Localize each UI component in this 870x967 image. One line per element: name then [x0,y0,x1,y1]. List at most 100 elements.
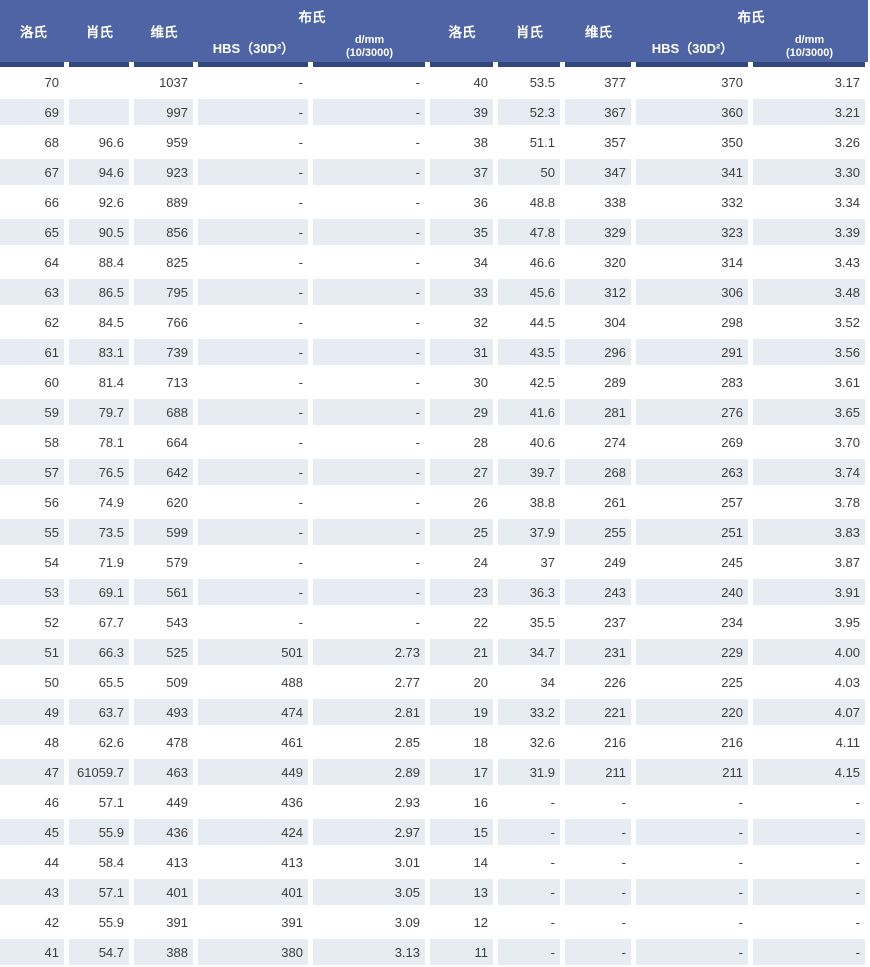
cell: - [496,907,563,937]
cell: 2.85 [311,727,428,757]
cell: - [634,937,751,967]
cell: 3.56 [751,337,868,367]
col-header-dmm-right: d/mm (10/3000) [751,32,868,62]
cell: 69 [0,97,67,127]
cell: - [196,397,311,427]
cell: 296 [563,337,634,367]
cell: 688 [132,397,196,427]
table-row: 51 66.3 525 501 2.73 21 34.7 231 229 4.00 [0,637,868,667]
cell: 380 [196,937,311,967]
cell: 58.4 [67,847,132,877]
cell: 298 [634,307,751,337]
cell: 18 [428,727,496,757]
cell: 739 [132,337,196,367]
cell: 23 [428,577,496,607]
cell: 436 [132,817,196,847]
cell: - [563,907,634,937]
cell: 237 [563,607,634,637]
table-row: 53 69.1 561- -23 36.3 243 240 3.91 [0,577,868,607]
cell: 31.9 [496,757,563,787]
cell: 13 [428,877,496,907]
cell: 38.8 [496,487,563,517]
cell: 3.65 [751,397,868,427]
table-row: 59 79.7 688- -29 41.6 281 276 3.65 [0,397,868,427]
cell: - [196,97,311,127]
cell: 19 [428,697,496,727]
cell: 14 [428,847,496,877]
cell: 53 [0,577,67,607]
cell: 251 [634,517,751,547]
cell: 3.01 [311,847,428,877]
cell: 48 [0,727,67,757]
cell: - [311,247,428,277]
cell: 257 [634,487,751,517]
cell: 86.5 [67,277,132,307]
cell: 4.03 [751,667,868,697]
underline-segment [0,62,67,67]
cell: 413 [132,847,196,877]
cell: - [196,577,311,607]
cell: 923 [132,157,196,187]
cell: 74.9 [67,487,132,517]
cell: 474 [196,697,311,727]
table-row: 41 54.7 388 380 3.13 11- - - - [0,937,868,967]
cell: 37.9 [496,517,563,547]
cell: 478 [132,727,196,757]
cell: 561 [132,577,196,607]
cell: 216 [563,727,634,757]
cell: 261 [563,487,634,517]
cell [67,97,132,127]
table-header: 洛氏 肖氏 维氏 布氏 洛氏 肖氏 维氏 布氏 HBS（30D²） d/mm (… [0,0,868,62]
cell: - [311,457,428,487]
cell: 76.5 [67,457,132,487]
cell: 856 [132,217,196,247]
cell: 39 [428,97,496,127]
cell: 221 [563,697,634,727]
cell: - [311,547,428,577]
col-header-shore-left: 肖氏 [67,0,132,62]
cell: 320 [563,247,634,277]
cell: 825 [132,247,196,277]
cell: 83.1 [67,337,132,367]
cell: 29 [428,397,496,427]
cell: - [311,157,428,187]
cell: 493 [132,697,196,727]
underline-segment [428,62,496,67]
cell: 3.21 [751,97,868,127]
cell: 391 [132,907,196,937]
cell: 220 [634,697,751,727]
cell: 21 [428,637,496,667]
cell: 276 [634,397,751,427]
cell: 64 [0,247,67,277]
cell: 388 [132,937,196,967]
cell: 413 [196,847,311,877]
cell: 377 [563,67,634,97]
cell: 38 [428,127,496,157]
col-header-vickers-left: 维氏 [132,0,196,62]
cell: 347 [563,157,634,187]
cell: - [311,337,428,367]
cell: 332 [634,187,751,217]
cell: 59 [0,397,67,427]
cell: 50 [0,667,67,697]
cell: 47 [0,757,67,787]
cell: 3.34 [751,187,868,217]
cell: 34 [428,247,496,277]
cell: - [751,907,868,937]
cell: 225 [634,667,751,697]
table-body: 70 1037- -40 53.5 377 370 3.17 69 997- -39 52.3 367… [0,62,868,967]
cell: 3.30 [751,157,868,187]
cell: - [311,397,428,427]
table-row: 70 1037- -40 53.5 377 370 3.17 [0,67,868,97]
cell: - [496,877,563,907]
col-header-rockwell-left: 洛氏 [0,0,67,62]
cell: - [634,847,751,877]
cell: - [496,787,563,817]
col-header-vickers-right: 维氏 [563,0,634,62]
cell: 20 [428,667,496,697]
cell: - [751,787,868,817]
cell: 269 [634,427,751,457]
cell: 3.09 [311,907,428,937]
cell: 51.1 [496,127,563,157]
underline-segment [67,62,132,67]
